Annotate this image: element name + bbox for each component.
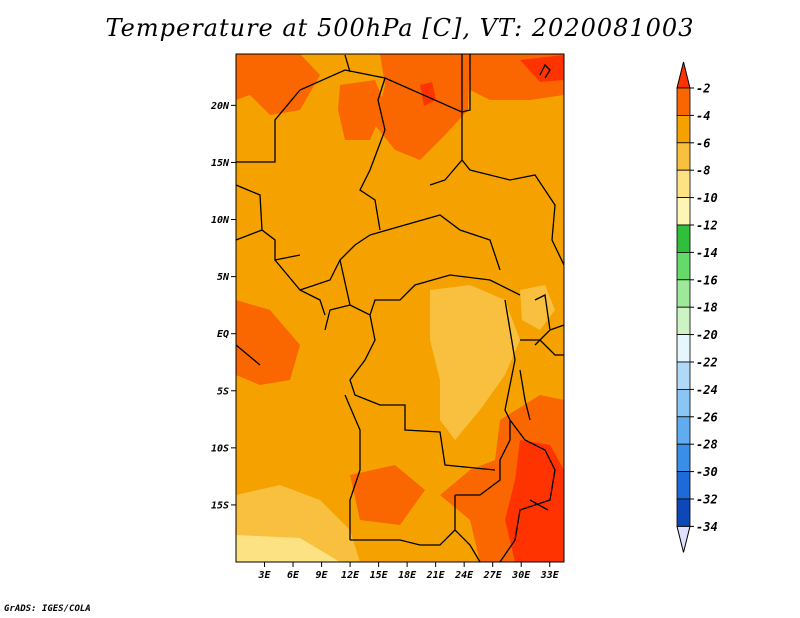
lon-tick-label: 9E — [316, 570, 329, 581]
lon-tick-label: 33E — [540, 570, 560, 581]
warm-patch-sahara — [375, 54, 470, 160]
colorbar-swatch — [676, 87, 691, 116]
colorbar-swatch — [676, 498, 691, 527]
hot-spot-sahara — [420, 82, 436, 106]
lon-tick-label: 24E — [454, 570, 474, 581]
lat-tick-label: EQ — [217, 329, 229, 340]
colorbar-label: -34 — [696, 520, 718, 534]
colorbar-label: -14 — [696, 246, 718, 260]
lon-tick-label: 15E — [370, 570, 389, 581]
warm-patch-south — [350, 465, 425, 525]
map-frame — [235, 53, 565, 563]
colorbar-label: -6 — [696, 136, 710, 150]
longitude-axis: 3E 6E 9E 12E 15E 18E 21E 24E 27E 30E 33E — [257, 562, 560, 581]
colorbar-label: -16 — [696, 273, 718, 287]
colorbar-label: -18 — [696, 301, 718, 315]
lon-tick-label: 6E — [287, 570, 300, 581]
colorbar-swatch — [676, 197, 691, 226]
colorbar: -2 -4 -6 -8 -10 -12 -14 -16 -18 -20 -22 -24 -26 -28 -3… — [676, 61, 718, 553]
hot-spot-southeast — [505, 440, 564, 562]
colorbar-swatch — [676, 224, 691, 253]
country-borders — [236, 54, 564, 562]
colorbar-swatch — [676, 279, 691, 308]
colorbar-label: -28 — [696, 438, 718, 452]
colorbar-label: -4 — [696, 109, 710, 123]
colorbar-label: -20 — [696, 328, 718, 342]
cool-patch-east — [520, 285, 555, 330]
warm-patch-atlantic — [236, 300, 300, 385]
colorbar-swatch — [676, 471, 691, 500]
colorbar-label: -2 — [696, 82, 710, 96]
hot-spot-northeast — [520, 55, 564, 82]
colorbar-swatch — [676, 361, 691, 390]
warm-patch-center-north — [338, 80, 385, 140]
lon-tick-label: 12E — [341, 570, 360, 581]
colorbar-swatch — [676, 388, 691, 418]
lat-tick-label: 15S — [211, 500, 229, 511]
lat-tick-label: 5S — [217, 386, 229, 397]
colorbar-label: -32 — [696, 493, 718, 507]
lon-tick-label: 21E — [426, 570, 446, 581]
colorbar-label: -12 — [696, 219, 718, 233]
warm-patch-north — [236, 54, 320, 115]
colorbar-swatch — [676, 115, 691, 144]
temperature-field — [236, 54, 564, 562]
lat-tick-label: 15N — [211, 158, 230, 169]
colorbar-swatch — [676, 443, 691, 473]
colorbar-swatch — [676, 306, 691, 336]
lon-tick-label: 3E — [257, 570, 271, 581]
lat-tick-label: 20N — [210, 101, 230, 112]
cooler-patch-southwest — [236, 535, 340, 562]
colorbar-label: -24 — [696, 383, 718, 397]
lat-tick-label: 10N — [211, 215, 230, 226]
lat-tick-label: 10S — [211, 443, 229, 454]
colorbar-swatch — [676, 169, 691, 198]
cool-patch-congo — [430, 285, 520, 440]
colorbar-label: -26 — [696, 410, 718, 424]
colorbar-label: -10 — [696, 191, 718, 205]
lon-tick-label: 27E — [483, 570, 503, 581]
lon-tick-label: 18E — [398, 570, 417, 581]
colorbar-bottom-arrow — [676, 525, 691, 553]
plot-title: Temperature at 500hPa [C], VT: 202008100… — [105, 14, 695, 42]
colorbar-label: -8 — [696, 164, 710, 178]
colorbar-swatch — [676, 142, 691, 171]
grads-credit: GrADS: IGES/COLA — [4, 604, 91, 614]
colorbar-label: -22 — [696, 356, 718, 370]
colorbar-label: -30 — [696, 465, 718, 479]
colorbar-top-arrow — [676, 61, 691, 89]
colorbar-swatch — [676, 334, 691, 363]
latitude-axis: 20N 15N 10N 5N EQ 5S 10S 15S — [210, 101, 236, 511]
lat-tick-label: 5N — [217, 272, 230, 283]
colorbar-swatch — [676, 251, 691, 281]
colorbar-swatch — [676, 416, 691, 445]
lon-tick-label: 30E — [511, 570, 531, 581]
